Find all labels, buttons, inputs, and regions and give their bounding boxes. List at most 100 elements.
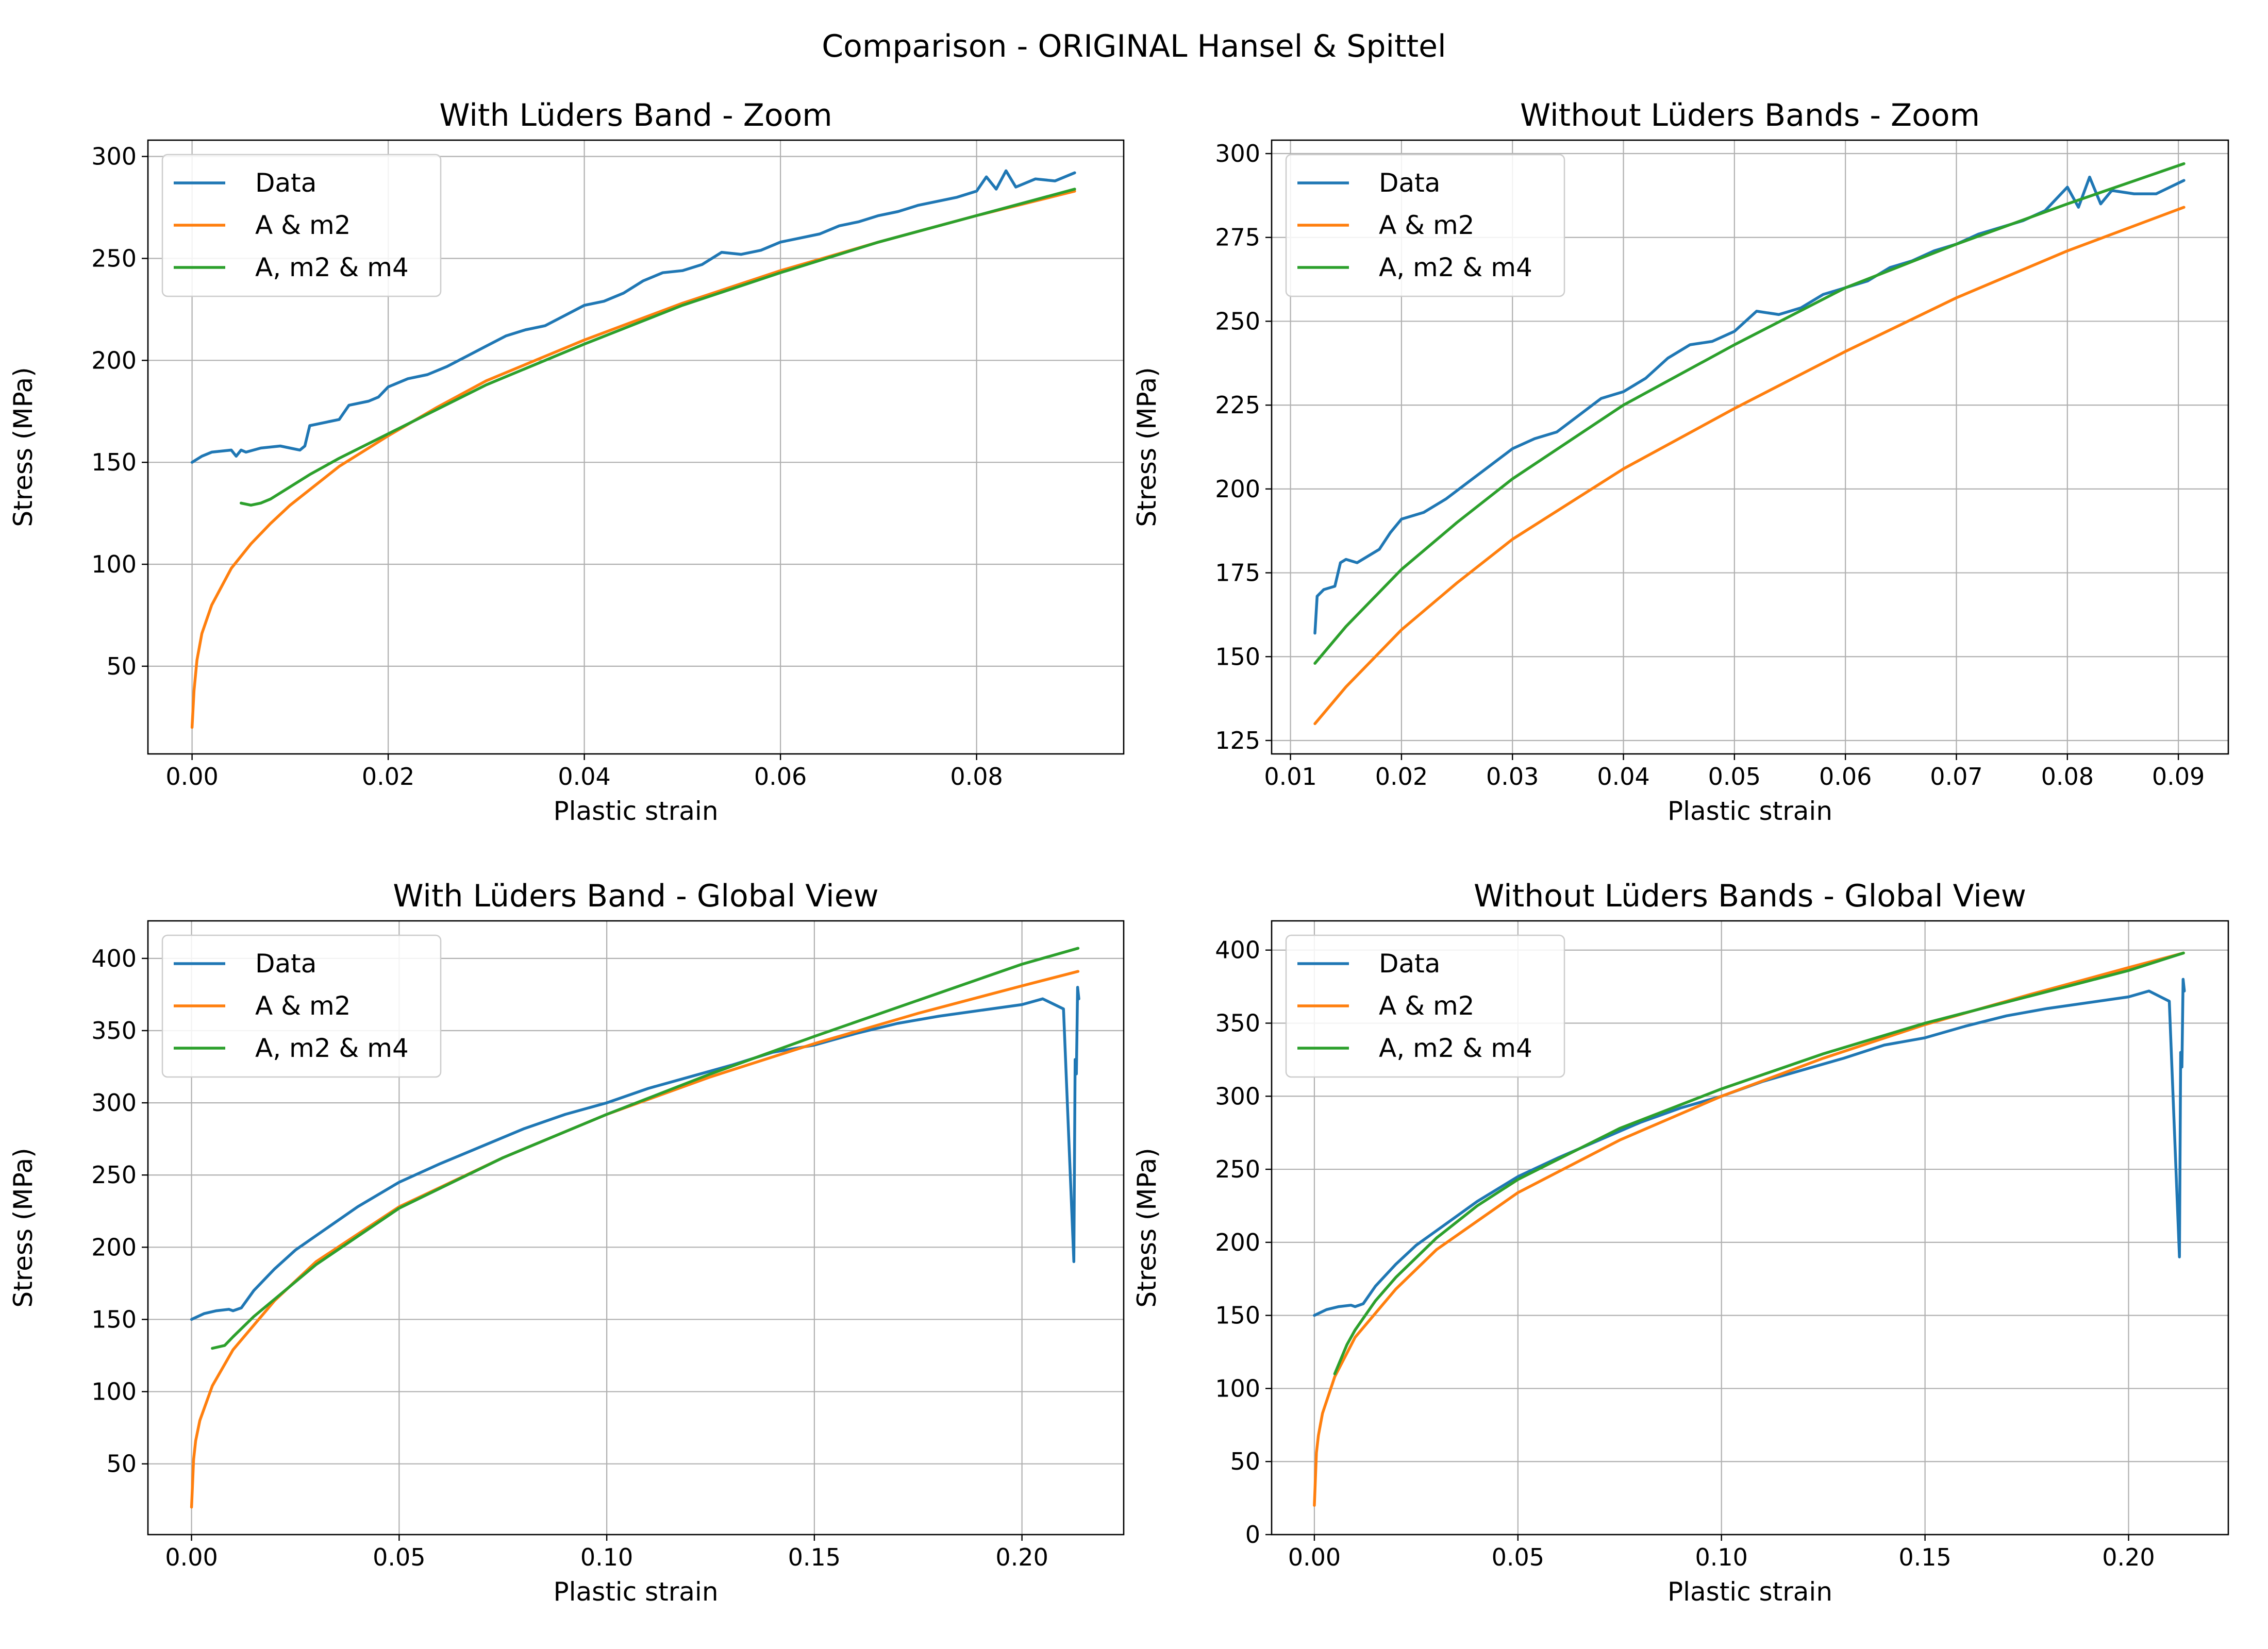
- x-tick-label: 0.00: [165, 763, 218, 790]
- x-tick-label: 0.05: [373, 1543, 425, 1571]
- legend-label: A & m2: [255, 210, 351, 240]
- x-tick-label: 0.15: [788, 1543, 841, 1571]
- axes-frame: [147, 920, 1125, 1536]
- x-tick-label: 0.03: [1486, 763, 1539, 790]
- legend-label: A & m2: [1379, 991, 1475, 1021]
- y-tick-label: 200: [1215, 475, 1260, 503]
- legend-label: A, m2 & m4: [255, 253, 409, 282]
- x-tick-label: 0.08: [950, 763, 1003, 790]
- series-line-data: [190, 986, 1080, 1321]
- legend-box: [1285, 934, 1565, 1078]
- subplot-4: Without Lüders Bands - Global View 0.00 0.…: [1132, 878, 2229, 1607]
- subplot-1: With Lüders Band - Zoom 0.00 0.02 0.04 0.06 0…: [8, 97, 1125, 826]
- y-tick-label: 100: [1215, 1374, 1260, 1402]
- axes-frame: [147, 139, 1125, 755]
- x-axis-label: Plastic strain: [1667, 796, 1832, 826]
- x-tick-label: 0.10: [1695, 1543, 1748, 1571]
- x-axis-label: Plastic strain: [1667, 1577, 1832, 1607]
- y-tick-label: 225: [1215, 391, 1260, 419]
- figure-suptitle: Comparison - ORIGINAL Hansel & Spittel: [822, 28, 1446, 64]
- y-tick-label: 250: [91, 1161, 137, 1189]
- legend-label: A, m2 & m4: [1379, 253, 1532, 282]
- y-tick-label: 100: [91, 1378, 137, 1406]
- legend-label: A & m2: [1379, 210, 1475, 240]
- x-tick-label: 0.04: [1597, 763, 1649, 790]
- x-tick-label: 0.05: [1708, 763, 1761, 790]
- y-tick-label: 400: [1215, 936, 1260, 964]
- subplot-2: Without Lüders Bands - Zoom 0.01 0.02 0.03 0…: [1132, 97, 2229, 826]
- y-tick-label: 250: [1215, 307, 1260, 335]
- legend: Data A & m2 A, m2 & m4: [161, 154, 442, 297]
- y-tick-label: 0: [1245, 1521, 1260, 1549]
- y-tick-label: 300: [1215, 1082, 1260, 1110]
- x-tick-label: 0.07: [1930, 763, 1982, 790]
- y-tick-label: 350: [1215, 1009, 1260, 1037]
- series-group: [1313, 951, 2186, 1507]
- legend: Data A & m2 A, m2 & m4: [161, 934, 442, 1078]
- legend-label: Data: [1379, 168, 1440, 198]
- y-tick-label: 300: [91, 143, 137, 171]
- y-axis-label: Stress (MPa): [8, 367, 38, 527]
- y-tick-label: 200: [1215, 1229, 1260, 1256]
- y-tick-label: 400: [91, 945, 137, 972]
- y-tick-label: 275: [1215, 224, 1260, 251]
- x-tick-label: 0.02: [1375, 763, 1428, 790]
- legend-box: [1285, 154, 1565, 297]
- y-tick-label: 150: [1215, 1302, 1260, 1330]
- y-tick-label: 200: [91, 1233, 137, 1261]
- x-tick-label: 0.20: [2102, 1543, 2155, 1571]
- series-line-data: [1313, 175, 2186, 635]
- x-tick-label: 0.00: [1288, 1543, 1341, 1571]
- series-line-data: [190, 169, 1076, 464]
- legend-label: Data: [1379, 949, 1440, 979]
- series-line-a-m2-m4: [1313, 162, 2186, 665]
- y-tick-label: 300: [91, 1089, 137, 1117]
- x-axis-label: Plastic strain: [553, 796, 718, 826]
- series-line-a-m2: [190, 190, 1076, 729]
- subplot-3: With Lüders Band - Global View 0.00 0.05 0.…: [8, 878, 1125, 1607]
- y-tick-label: 125: [1215, 727, 1260, 754]
- x-tick-label: 0.08: [2041, 763, 2094, 790]
- x-tick-label: 0.06: [754, 763, 807, 790]
- series-line-a-m2-m4: [211, 947, 1080, 1350]
- subplot-title: Without Lüders Bands - Zoom: [1520, 97, 1980, 133]
- y-tick-label: 150: [91, 448, 137, 476]
- axes-frame: [1271, 139, 2229, 755]
- x-tick-label: 0.05: [1492, 1543, 1544, 1571]
- subplot-title: With Lüders Band - Zoom: [439, 97, 832, 133]
- x-tick-label: 0.20: [995, 1543, 1048, 1571]
- series-group: [1313, 162, 2186, 726]
- y-tick-label: 150: [91, 1305, 137, 1333]
- x-tick-label: 0.09: [2152, 763, 2205, 790]
- y-tick-label: 150: [1215, 643, 1260, 670]
- legend-box: [161, 154, 442, 297]
- x-tick-label: 0.02: [362, 763, 414, 790]
- legend-label: Data: [255, 949, 316, 979]
- x-tick-label: 0.15: [1898, 1543, 1951, 1571]
- y-axis-label: Stress (MPa): [1132, 367, 1162, 527]
- series-group: [190, 947, 1080, 1509]
- series-group: [190, 169, 1076, 729]
- legend: Data A & m2 A, m2 & m4: [1285, 934, 1565, 1078]
- x-tick-label: 0.04: [558, 763, 610, 790]
- legend-label: A, m2 & m4: [255, 1033, 409, 1063]
- y-tick-label: 200: [91, 346, 137, 374]
- y-tick-label: 50: [1230, 1448, 1260, 1475]
- y-tick-label: 50: [106, 652, 137, 680]
- y-tick-label: 100: [91, 550, 137, 578]
- y-tick-label: 300: [1215, 140, 1260, 167]
- series-line-a-m2-m4: [1333, 951, 2185, 1375]
- legend-label: A, m2 & m4: [1379, 1033, 1532, 1063]
- series-line-a-m2-m4: [239, 188, 1076, 507]
- y-tick-label: 350: [91, 1017, 137, 1045]
- legend-label: A & m2: [255, 991, 351, 1021]
- y-axis-label: Stress (MPa): [1132, 1148, 1162, 1307]
- subplot-title: With Lüders Band - Global View: [393, 878, 878, 914]
- y-tick-label: 250: [91, 244, 137, 272]
- legend: Data A & m2 A, m2 & m4: [1285, 154, 1565, 297]
- subplot-title: Without Lüders Bands - Global View: [1474, 878, 2026, 914]
- series-line-a-m2: [1313, 206, 2186, 726]
- axes-frame: [1271, 920, 2229, 1536]
- y-tick-label: 175: [1215, 559, 1260, 587]
